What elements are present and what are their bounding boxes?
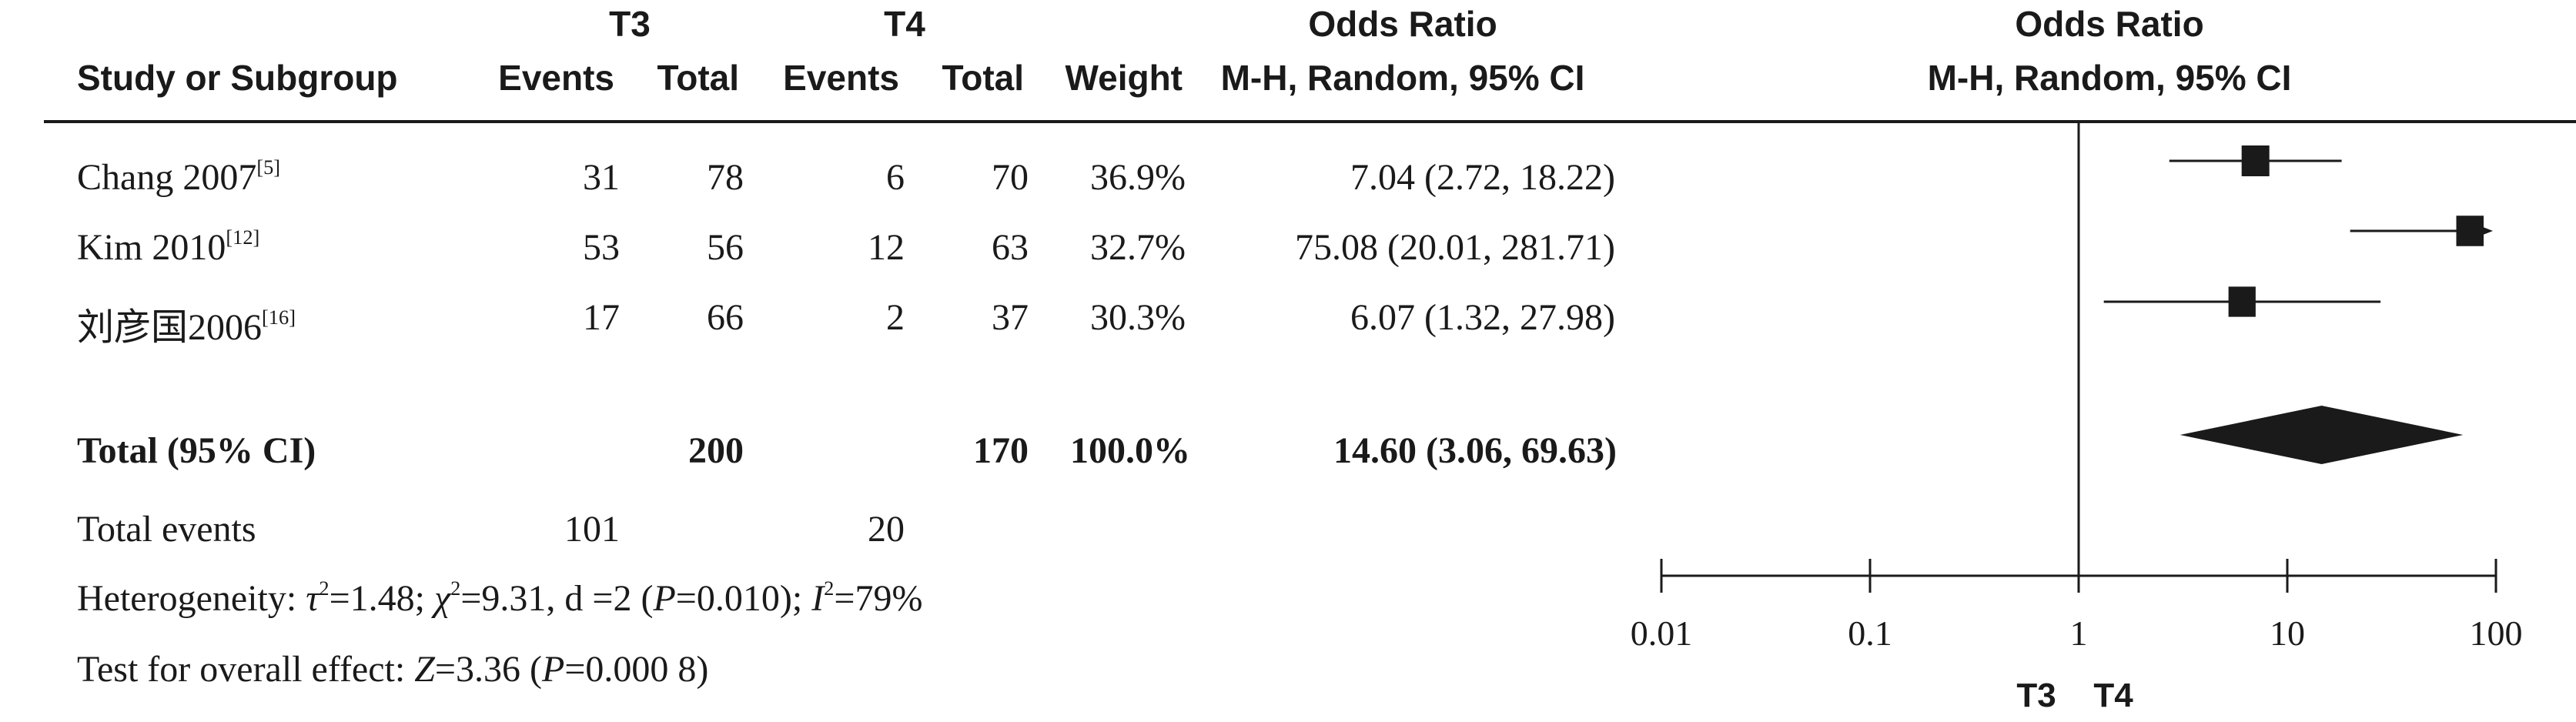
t3-events-header: Events — [498, 58, 614, 98]
x-tick-label: 0.01 — [1631, 613, 1693, 653]
favours-right-label: T4 — [2093, 677, 2133, 714]
plot-method-header: M-H, Random, 95% CI — [1927, 58, 2292, 98]
study-column-header: Study or Subgroup — [77, 58, 398, 98]
favours-left-label: T3 — [2016, 677, 2056, 714]
group1-header: T3 — [609, 4, 651, 44]
t4-total: 63 — [992, 227, 1029, 268]
point-estimate — [2456, 216, 2484, 246]
or-title: Odds Ratio — [1308, 4, 1497, 44]
weight-header: Weight — [1065, 58, 1183, 98]
total-label: Total (95% CI) — [77, 430, 316, 471]
ci-text: 75.08 (20.01, 281.71) — [1295, 227, 1615, 268]
pooled-diamond — [2180, 406, 2464, 464]
t4-events: 6 — [886, 157, 905, 198]
t3-events: 53 — [583, 227, 620, 268]
t3-total-header: Total — [657, 58, 739, 98]
header-rule — [44, 120, 2576, 123]
total-events-t3: 101 — [564, 509, 620, 550]
t3-total: 66 — [707, 297, 744, 338]
t3-events: 17 — [583, 297, 620, 338]
total-ci-text: 14.60 (3.06, 69.63) — [1333, 430, 1617, 471]
point-estimate — [2241, 145, 2270, 176]
total-weight: 100.0% — [1070, 430, 1190, 471]
total-events-label: Total events — [77, 509, 256, 550]
x-tick-label: 10 — [2270, 613, 2305, 653]
total-t3: 200 — [688, 430, 744, 471]
t3-total: 56 — [707, 227, 744, 268]
t3-total: 78 — [707, 157, 744, 198]
x-tick-label: 1 — [2070, 613, 2088, 653]
t4-events: 12 — [868, 227, 905, 268]
x-tick-label: 0.1 — [1848, 613, 1892, 653]
t4-total: 70 — [992, 157, 1029, 198]
overall-effect-text: Test for overall effect: Z=3.36 (P=0.000… — [77, 649, 709, 690]
t4-total: 37 — [992, 297, 1029, 338]
weight: 30.3% — [1090, 297, 1186, 338]
study-name: Chang 2007[5] — [77, 155, 281, 198]
plot-title: Odds Ratio — [2015, 4, 2204, 44]
weight: 36.9% — [1090, 157, 1186, 198]
t4-events-header: Events — [783, 58, 899, 98]
ci-text: 7.04 (2.72, 18.22) — [1350, 157, 1615, 198]
weight: 32.7% — [1090, 227, 1186, 268]
total-t4: 170 — [973, 430, 1029, 471]
ci-text: 6.07 (1.32, 27.98) — [1350, 297, 1615, 338]
study-name: Kim 2010[12] — [77, 226, 260, 268]
heterogeneity-text: Heterogeneity: τ2=1.48; χ2=9.31, d =2 (P… — [77, 577, 923, 619]
x-tick-label: 100 — [2470, 613, 2523, 653]
t4-total-header: Total — [942, 58, 1024, 98]
or-method-header: M-H, Random, 95% CI — [1220, 58, 1585, 98]
t3-events: 31 — [583, 157, 620, 198]
t4-events: 2 — [886, 297, 905, 338]
group2-header: T4 — [884, 4, 925, 44]
point-estimate — [2228, 286, 2256, 317]
study-name: 刘彦国2006[16] — [77, 306, 296, 348]
total-events-t4: 20 — [868, 509, 905, 550]
